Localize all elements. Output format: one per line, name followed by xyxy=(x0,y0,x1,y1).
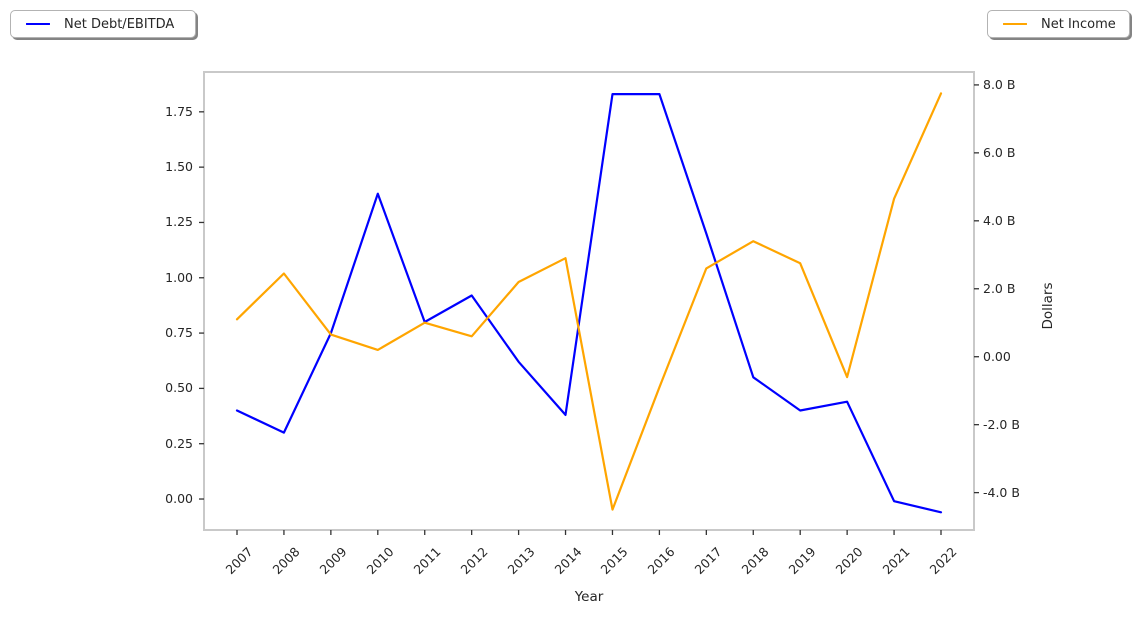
x-axis-title: Year xyxy=(574,589,604,605)
y-right-tick-label: 2.0 B xyxy=(983,280,1016,296)
y-axis-right-title: Dollars xyxy=(1040,282,1056,330)
legend-label-net-debt-ebitda: Net Debt/EBITDA xyxy=(64,16,175,32)
y-left-tick-label: 1.75 xyxy=(165,103,193,119)
y-left-tick-label: 0.50 xyxy=(165,380,193,396)
y-right-tick-label: -4.0 B xyxy=(983,484,1020,500)
y-left-tick-label: 0.00 xyxy=(165,491,193,507)
legend-net-income: Net Income xyxy=(987,10,1130,38)
y-left-tick-label: 0.25 xyxy=(165,435,193,451)
series-line-net-debt-ebitda xyxy=(235,92,943,514)
series-line-net-income xyxy=(235,92,943,511)
y-right-tick-label: 0.00 xyxy=(983,348,1011,364)
y-right-tick-label: 4.0 B xyxy=(983,212,1016,228)
y-left-tick-label: 1.00 xyxy=(165,269,193,285)
y-right-tick-label: -2.0 B xyxy=(983,416,1020,432)
legend-net-debt-ebitda: Net Debt/EBITDA xyxy=(10,10,196,38)
y-left-tick-label: 1.50 xyxy=(165,159,193,175)
plot-area-border xyxy=(203,71,975,531)
legend-line-orange-icon xyxy=(1003,22,1027,26)
legend-line-blue-icon xyxy=(26,22,50,26)
y-left-tick-label: 0.75 xyxy=(165,325,193,341)
y-left-tick-label: 1.25 xyxy=(165,214,193,230)
legend-label-net-income: Net Income xyxy=(1041,16,1116,32)
y-right-tick-label: 6.0 B xyxy=(983,144,1016,160)
y-right-tick-label: 8.0 B xyxy=(983,76,1016,92)
